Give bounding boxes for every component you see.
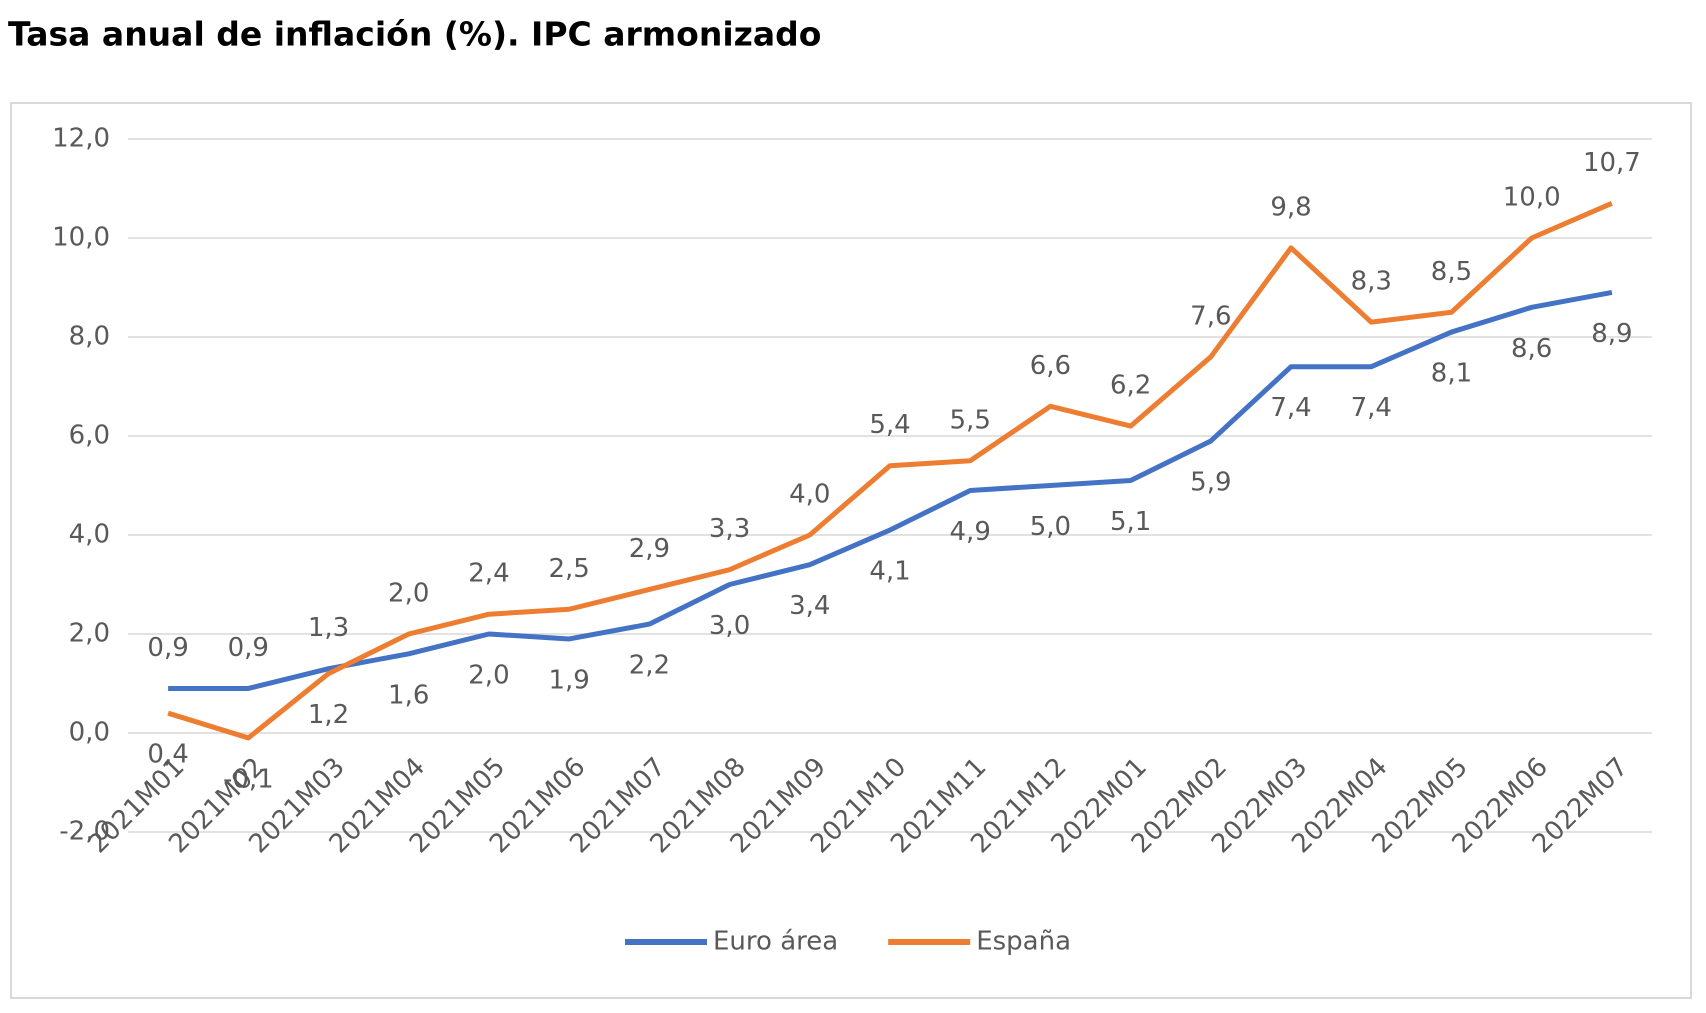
data-label: 5,5 xyxy=(950,405,991,435)
data-label: 6,6 xyxy=(1030,351,1071,381)
series-line xyxy=(167,201,1613,741)
data-label: 0,9 xyxy=(147,633,188,663)
data-label: 2,0 xyxy=(468,661,509,691)
data-label: 5,0 xyxy=(1030,512,1071,542)
y-tick-label: 8,0 xyxy=(69,322,110,352)
data-label: 4,0 xyxy=(789,480,830,510)
y-tick-label: 0,0 xyxy=(69,718,110,748)
y-tick-label: 6,0 xyxy=(69,421,110,451)
data-label: 10,7 xyxy=(1583,148,1641,178)
data-label: 1,6 xyxy=(388,680,429,710)
data-label: 7,4 xyxy=(1270,393,1311,423)
data-label: 1,2 xyxy=(308,700,349,730)
data-label: 3,3 xyxy=(709,514,750,544)
data-label: 8,1 xyxy=(1431,359,1472,389)
data-label: 6,2 xyxy=(1110,371,1151,401)
data-label: 1,9 xyxy=(548,665,589,695)
data-label: 5,1 xyxy=(1110,507,1151,537)
data-label: 2,5 xyxy=(548,554,589,584)
data-label: 9,8 xyxy=(1270,192,1311,222)
data-label: 7,6 xyxy=(1190,301,1231,331)
data-label: 8,5 xyxy=(1431,257,1472,287)
data-label: 2,2 xyxy=(629,651,670,681)
chart-frame xyxy=(10,102,1692,999)
data-label: 8,9 xyxy=(1591,319,1632,349)
chart-title: Tasa anual de inflación (%). IPC armoniz… xyxy=(8,15,821,54)
y-tick-label: 12,0 xyxy=(52,124,110,154)
y-tick-label: 10,0 xyxy=(52,223,110,253)
data-label: 4,1 xyxy=(869,557,910,587)
data-label: 0,4 xyxy=(147,740,188,770)
legend-label: España xyxy=(976,927,1071,957)
y-tick-label: 2,0 xyxy=(69,619,110,649)
data-label: 8,6 xyxy=(1511,334,1552,364)
data-label: 5,4 xyxy=(869,410,910,440)
data-label: 8,3 xyxy=(1351,267,1392,297)
data-label: 7,4 xyxy=(1351,393,1392,423)
data-label: 2,4 xyxy=(468,559,509,589)
data-label: 3,0 xyxy=(709,611,750,641)
data-label: -0,1 xyxy=(223,764,274,794)
data-label: 5,9 xyxy=(1190,467,1231,497)
legend-label: Euro área xyxy=(713,927,838,957)
data-label: 2,0 xyxy=(388,579,429,609)
data-label: 2,9 xyxy=(629,534,670,564)
y-tick-label: 4,0 xyxy=(69,520,110,550)
data-label: 10,0 xyxy=(1503,183,1561,213)
data-label: 1,3 xyxy=(308,613,349,643)
y-tick-label: -2,0 xyxy=(59,817,110,847)
series-line xyxy=(168,289,1613,691)
data-label: 0,9 xyxy=(228,633,269,663)
data-label: 3,4 xyxy=(789,591,830,621)
data-label: 4,9 xyxy=(950,517,991,547)
